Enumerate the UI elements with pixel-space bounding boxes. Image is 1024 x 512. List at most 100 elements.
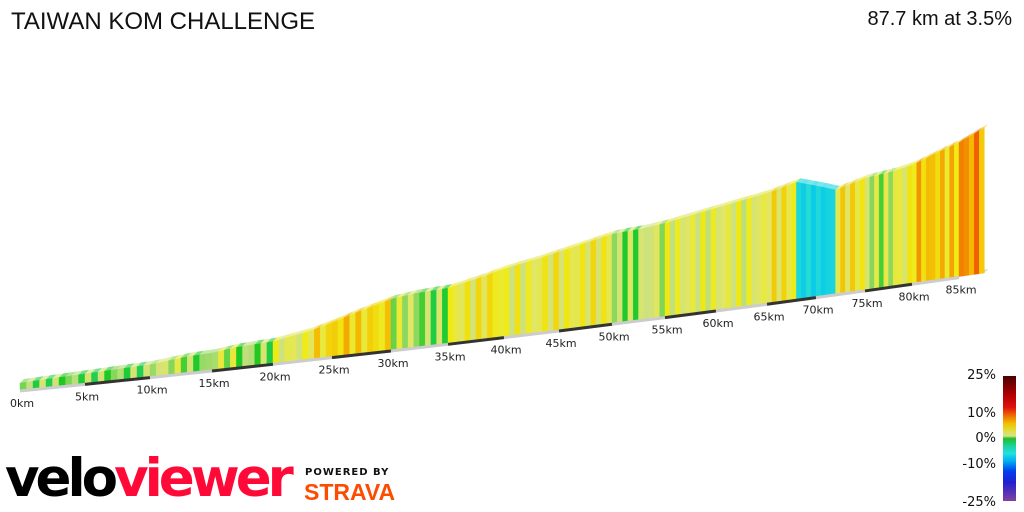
gradient-segment — [110, 368, 118, 381]
gradient-segment — [553, 251, 560, 331]
segment-top-face — [332, 316, 342, 323]
distance-bar — [864, 282, 913, 293]
gradient-segment — [786, 183, 792, 301]
gradient-segment — [503, 267, 510, 337]
gradient-segment — [801, 182, 807, 299]
legend-label-25: 25% — [967, 368, 996, 383]
segment-top-face — [716, 202, 726, 209]
gradient-segment — [558, 249, 565, 331]
segment-top-face — [585, 237, 595, 244]
x-tick-label: 10km — [136, 384, 167, 397]
gradient-segment — [302, 331, 309, 361]
gradient-segment — [84, 372, 92, 384]
segment-top-face — [308, 325, 319, 332]
distance-bar — [911, 276, 960, 286]
segment-top-face — [156, 357, 167, 364]
segment-top-face — [254, 339, 265, 345]
veloviewer-logo[interactable]: veloviewer — [5, 448, 294, 509]
gradient-segment — [710, 207, 717, 311]
segment-top-face — [606, 230, 616, 236]
segment-top-face — [921, 154, 931, 161]
gradient-segment — [509, 265, 516, 337]
gradient-segment — [136, 365, 144, 379]
gradient-segment — [925, 155, 931, 282]
gradient-segment — [627, 230, 634, 322]
gradient-segment — [659, 222, 666, 318]
distance-bar — [149, 369, 213, 380]
segment-top-face — [391, 293, 401, 300]
segment-top-face — [419, 287, 430, 293]
segment-top-face — [448, 282, 458, 289]
segment-top-face — [974, 126, 984, 134]
segment-top-face — [408, 289, 418, 296]
segment-top-face — [700, 207, 710, 213]
gradient-segment — [643, 226, 650, 320]
x-tick-label: 30km — [377, 357, 408, 370]
gradient-segment — [361, 307, 368, 354]
gradient-segment — [669, 219, 676, 317]
gradient-segment — [622, 231, 629, 323]
gradient-segment — [542, 255, 549, 333]
x-tick-label: 45km — [545, 337, 576, 350]
gradient-segment — [869, 175, 875, 290]
segment-top-face — [367, 301, 378, 309]
segment-top-face — [680, 213, 690, 219]
gradient-segment — [902, 166, 908, 285]
segment-top-face — [504, 263, 514, 269]
segment-top-face — [453, 280, 464, 287]
gradient-segment — [260, 342, 268, 365]
segment-top-face — [266, 337, 277, 343]
gradient-segment — [453, 284, 460, 343]
segment-top-face — [181, 352, 192, 358]
distance-bar — [272, 356, 333, 366]
gradient-segment — [911, 162, 917, 284]
segment-top-face — [187, 351, 198, 357]
gradient-segment — [331, 319, 339, 357]
segment-top-face — [654, 220, 664, 226]
segment-top-face — [830, 184, 840, 190]
segment-top-face — [111, 365, 122, 371]
gradient-segment — [149, 363, 157, 377]
segment-top-face — [98, 367, 109, 372]
gradient-segment — [284, 336, 291, 363]
segment-top-face — [860, 174, 869, 181]
gradient-segment — [242, 345, 249, 367]
gradient-segment — [968, 133, 975, 276]
gradient-segment — [123, 367, 131, 380]
segment-top-face — [564, 244, 574, 251]
segment-top-face — [736, 196, 746, 203]
segment-top-face — [850, 178, 860, 185]
gradient-segment — [685, 215, 691, 315]
gradient-segment — [174, 357, 182, 375]
gradient-segment — [835, 187, 841, 295]
gradient-segment — [26, 380, 34, 390]
segment-top-face — [260, 338, 271, 344]
gradient-segment — [337, 317, 344, 357]
gradient-segment — [379, 301, 386, 352]
gradient-segment — [746, 197, 752, 307]
strava-logo[interactable]: STRAVA — [304, 479, 396, 505]
gradient-segment — [944, 146, 950, 279]
segment-top-face — [874, 170, 884, 177]
gradient-segment — [736, 200, 742, 308]
gradient-segment — [290, 334, 297, 362]
gradient-segment — [367, 305, 374, 353]
gradient-segment — [830, 188, 836, 295]
gradient-segment — [355, 310, 362, 355]
gradient-segment — [186, 355, 194, 373]
segment-top-face — [959, 135, 969, 143]
gradient-segment — [695, 212, 701, 313]
segment-top-face — [791, 178, 801, 185]
gradient-segment — [104, 369, 112, 382]
gradient-segment — [680, 216, 686, 315]
segment-top-face — [537, 253, 547, 260]
segment-top-face — [320, 320, 331, 328]
segment-top-face — [542, 251, 552, 258]
segment-top-face — [168, 355, 179, 361]
distance-bar — [558, 322, 613, 333]
x-tick-label: 25km — [318, 364, 349, 377]
segment-top-face — [954, 138, 963, 145]
gradient-segment — [791, 181, 797, 301]
segment-top-face — [596, 233, 606, 240]
